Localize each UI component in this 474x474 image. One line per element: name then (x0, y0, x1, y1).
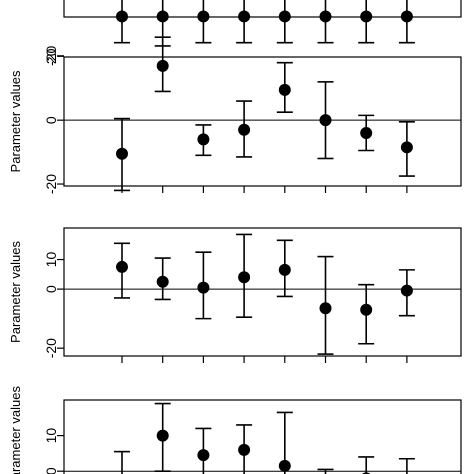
data-point (238, 443, 251, 456)
data-point (319, 10, 332, 23)
plot-frame (63, 399, 462, 474)
data-point (238, 123, 251, 136)
data-point (156, 10, 169, 23)
y-tick-label: 0 (43, 116, 59, 124)
data-point (319, 114, 332, 127)
y-axis-title: Parameter values (8, 241, 23, 343)
data-point (116, 10, 128, 23)
y-tick-label: -20 (43, 338, 59, 358)
data-point (238, 271, 251, 284)
y-tick-label: 20 (43, 48, 59, 64)
data-point (400, 284, 413, 297)
y-tick-label: 10 (43, 252, 59, 268)
data-point (278, 459, 291, 472)
data-point (278, 10, 291, 23)
data-point (197, 449, 210, 462)
data-point (156, 59, 169, 72)
data-point (197, 133, 210, 146)
data-point (197, 10, 210, 23)
data-point (116, 260, 128, 273)
plot-frame (63, 227, 462, 357)
data-point (197, 281, 210, 294)
data-point (156, 275, 169, 288)
data-point (360, 303, 373, 316)
y-tick-label: -20 (43, 174, 59, 194)
data-point (360, 126, 373, 139)
y-tick-label: 0 (43, 467, 59, 474)
data-point (116, 147, 128, 160)
y-tick-label: 10 (43, 428, 59, 444)
data-point (278, 83, 291, 96)
data-point (400, 10, 413, 23)
data-point (238, 10, 251, 23)
data-point (400, 141, 413, 154)
plot-frame (63, 0, 462, 18)
y-tick-label: 0 (43, 285, 59, 293)
data-point (319, 302, 332, 315)
plot-frame (63, 56, 462, 187)
data-point (156, 429, 169, 442)
y-tick-label: -20 (43, 45, 59, 65)
y-axis-title: Parameter values (8, 386, 23, 474)
y-axis-title: Parameter values (8, 70, 23, 172)
data-point (360, 10, 373, 23)
data-point (278, 263, 291, 276)
